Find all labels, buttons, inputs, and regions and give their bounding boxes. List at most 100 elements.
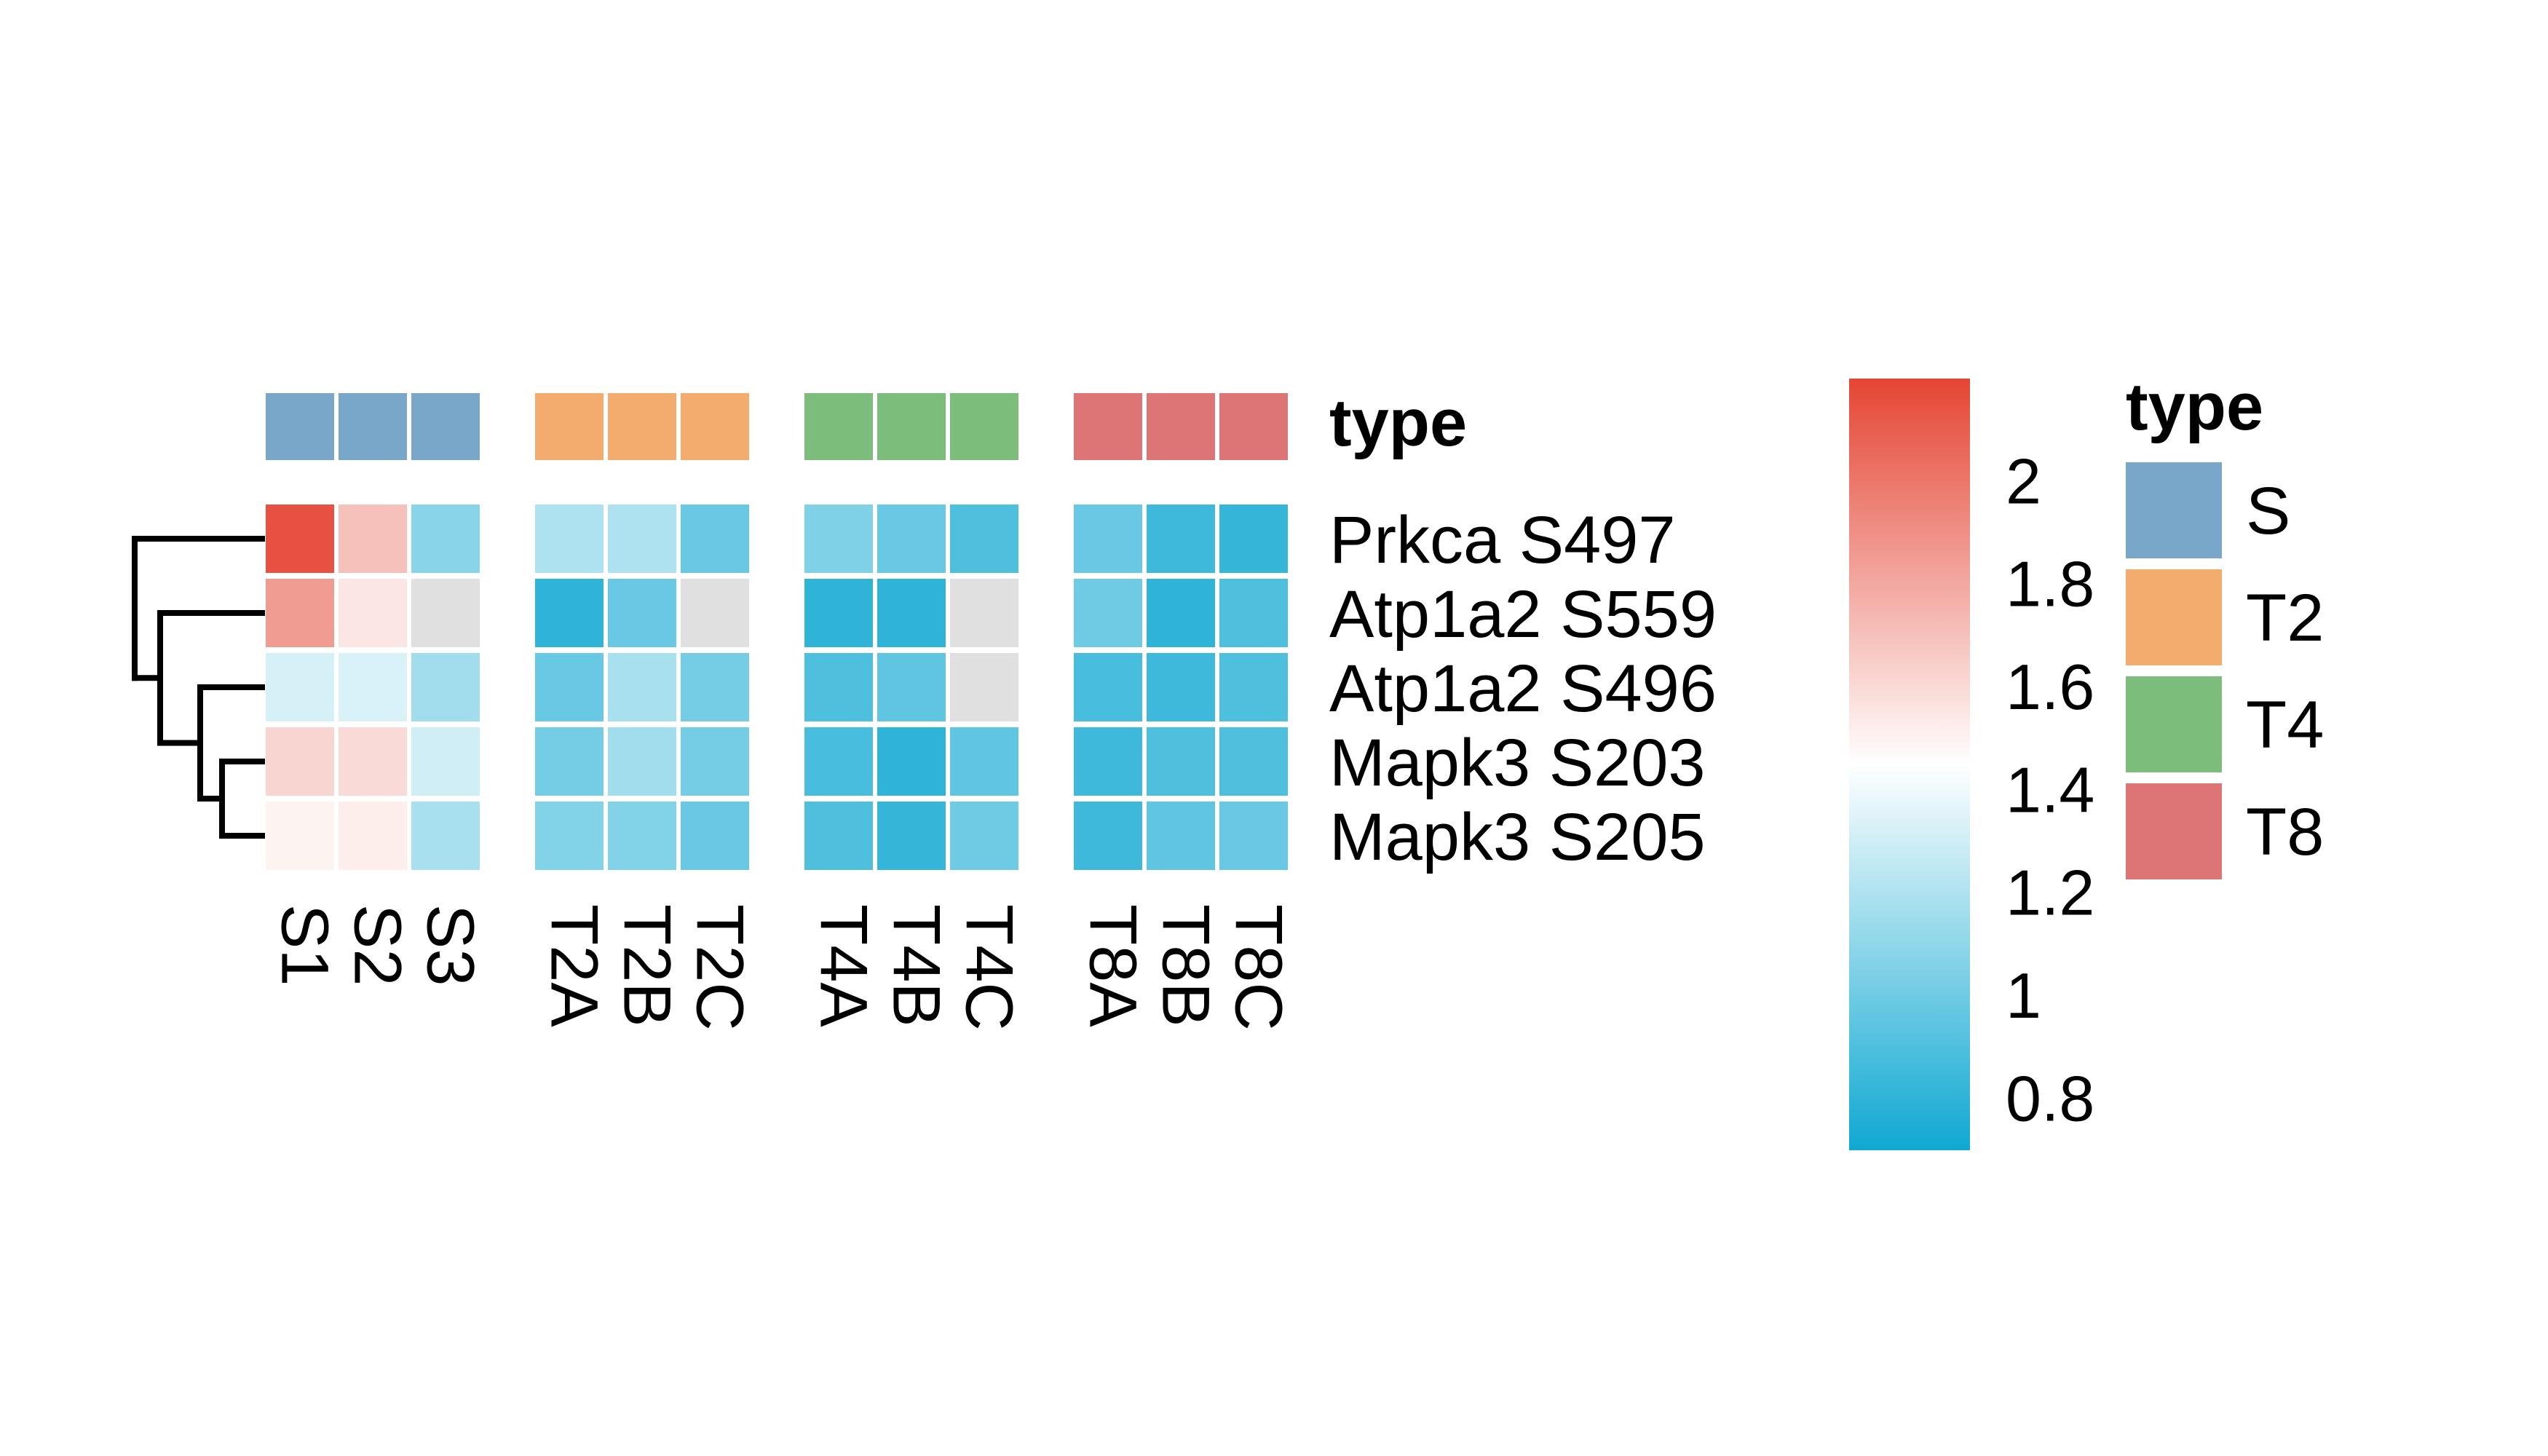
heatmap-cell <box>950 727 1018 796</box>
heatmap-cell <box>1219 727 1288 796</box>
heatmap-cell <box>266 802 334 870</box>
column-annotation-bar <box>266 393 1288 460</box>
heatmap-cell <box>339 727 407 796</box>
annotation-cell <box>535 393 604 460</box>
legend-items: S T2 T4 T8 <box>2126 462 2324 879</box>
annotation-cell <box>804 393 873 460</box>
row-label: Prkca S497 <box>1329 503 1676 577</box>
heatmap-cell <box>950 505 1018 573</box>
heatmap-cell <box>877 505 946 573</box>
heatmap-cell <box>608 653 676 721</box>
heatmap-cell <box>877 802 946 870</box>
heatmap-cell <box>266 727 334 796</box>
heatmap-cell <box>535 802 604 870</box>
color-scale-tick-label: 2 <box>2006 445 2041 517</box>
annotation-cell <box>266 393 334 460</box>
heatmap-cell <box>1219 802 1288 870</box>
heatmap-cell <box>1147 653 1215 721</box>
heatmap-cell <box>411 802 480 870</box>
heatmap-cell <box>1219 579 1288 647</box>
color-scale-tick-label: 1 <box>2006 960 2041 1032</box>
column-label: S2 <box>341 904 415 986</box>
color-scale-ticks: 2 1.8 1.6 1.4 1.2 1 0.8 <box>2006 445 2094 1134</box>
heatmap-cell <box>681 802 749 870</box>
heatmap-cell <box>681 505 749 573</box>
heatmap-cell <box>339 653 407 721</box>
legend-title: type <box>2126 370 2263 444</box>
heatmap-cell <box>535 579 604 647</box>
heatmap-cell <box>535 653 604 721</box>
heatmap-cell <box>1147 579 1215 647</box>
legend-label: T2 <box>2246 581 2324 655</box>
heatmap-cell <box>266 653 334 721</box>
heatmap-cell <box>1147 727 1215 796</box>
heatmap-cell <box>877 653 946 721</box>
heatmap-cell <box>608 727 676 796</box>
heatmap-cell <box>535 505 604 573</box>
heatmap-cell <box>950 579 1018 647</box>
type-legend: type S T2 T4 T8 <box>2126 370 2324 879</box>
heatmap-cell <box>1074 727 1142 796</box>
heatmap-cell <box>681 727 749 796</box>
heatmap-cell <box>681 653 749 721</box>
color-scale-tick-label: 1.6 <box>2006 651 2094 723</box>
legend-label: T8 <box>2246 795 2324 869</box>
heatmap-cell <box>1074 505 1142 573</box>
legend-swatch <box>2126 676 2222 772</box>
column-label: T4A <box>807 904 881 1027</box>
heatmap-cell <box>681 579 749 647</box>
heatmap-cell <box>339 802 407 870</box>
column-label: T4C <box>952 904 1026 1031</box>
legend-label: T4 <box>2246 688 2324 762</box>
legend-label: S <box>2246 474 2290 548</box>
column-label: T8C <box>1222 904 1296 1031</box>
color-scale-tick-label: 1.4 <box>2006 753 2094 826</box>
column-label: T8B <box>1149 904 1223 1027</box>
row-dendrogram <box>132 536 265 839</box>
color-scale-legend: 2 1.8 1.6 1.4 1.2 1 0.8 <box>1849 379 2094 1150</box>
heatmap-cell <box>804 727 873 796</box>
legend-swatch <box>2126 569 2222 665</box>
annotation-cell <box>339 393 407 460</box>
heatmap-cell <box>804 653 873 721</box>
heatmap-cell <box>266 579 334 647</box>
heatmap-cell <box>877 727 946 796</box>
heatmap-cell <box>804 802 873 870</box>
heatmap-cell <box>804 505 873 573</box>
annotation-cell <box>608 393 676 460</box>
heatmap-cell <box>1219 653 1288 721</box>
color-scale-bar <box>1849 379 1970 1150</box>
column-label: T2C <box>683 904 757 1031</box>
heatmap-cell <box>411 505 480 573</box>
row-label: Atp1a2 S496 <box>1329 652 1717 726</box>
legend-swatch <box>2126 783 2222 879</box>
annotation-cell <box>1147 393 1215 460</box>
heatmap-cell <box>1147 802 1215 870</box>
heatmap-cell <box>950 802 1018 870</box>
heatmap-cell <box>535 727 604 796</box>
row-label: Atp1a2 S559 <box>1329 577 1717 652</box>
legend-swatch <box>2126 462 2222 558</box>
annotation-title: type <box>1329 386 1467 460</box>
column-label: S3 <box>414 904 488 986</box>
annotation-cell <box>950 393 1018 460</box>
heatmap-cell <box>1074 653 1142 721</box>
annotation-cell <box>411 393 480 460</box>
heatmap-cell <box>339 579 407 647</box>
row-label: Mapk3 S203 <box>1329 726 1706 800</box>
heatmap-cells <box>266 505 1288 870</box>
annotation-cell <box>1219 393 1288 460</box>
color-scale-tick-label: 0.8 <box>2006 1062 2094 1134</box>
heatmap-cell <box>1074 802 1142 870</box>
annotation-cell <box>681 393 749 460</box>
heatmap-cell <box>950 653 1018 721</box>
column-label: S1 <box>268 904 342 986</box>
column-label: T2B <box>610 904 684 1027</box>
heatmap-cell <box>411 579 480 647</box>
heatmap-cell <box>266 505 334 573</box>
heatmap-cell <box>608 802 676 870</box>
color-scale-tick-label: 1.2 <box>2006 857 2094 929</box>
